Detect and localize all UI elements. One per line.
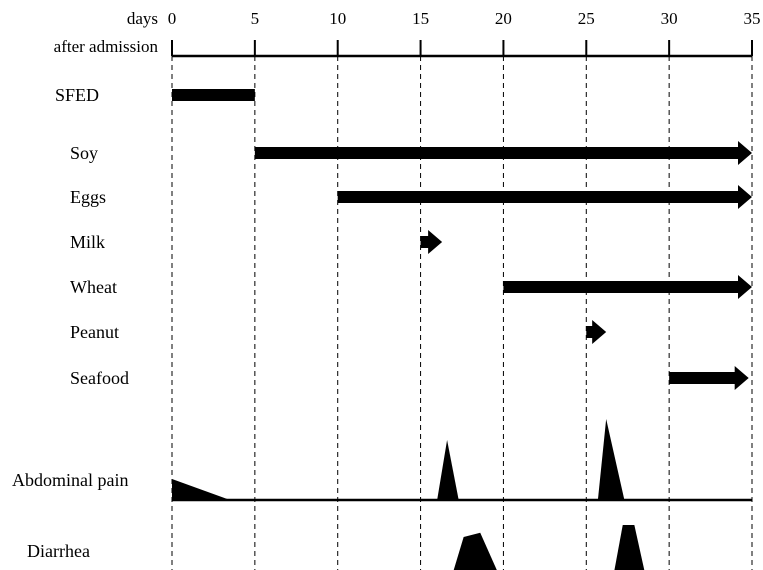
- axis-tick-label-5: 25: [578, 9, 595, 28]
- arrow-wheat: [503, 275, 752, 299]
- arrow-seafood: [669, 366, 749, 390]
- axis-title-line1: days: [127, 9, 158, 28]
- row-label-milk: Milk: [70, 232, 105, 252]
- abdominal-pain-wedge-0: [172, 479, 230, 500]
- arrow-eggs: [337, 185, 752, 209]
- row-label-peanut: Peanut: [70, 322, 119, 342]
- axis-tick-label-1: 5: [251, 9, 260, 28]
- axis-tick-label-2: 10: [329, 9, 346, 28]
- arrow-milk: [420, 230, 443, 254]
- day-axis: days after admission 0 5 10 15 20 25 30 35: [54, 9, 761, 58]
- abdominal-pain-peak-2: [597, 419, 625, 500]
- bar-sfed: [172, 89, 255, 101]
- intervention-bars: SFED Soy Eggs Milk Wheat Peanut Seafood: [55, 85, 752, 390]
- symptom-label-abdominal-pain: Abdominal pain: [12, 470, 128, 490]
- axis-tick-label-4: 20: [495, 9, 512, 28]
- abdominal-pain-peak-1: [437, 440, 459, 500]
- axis-tick-label-3: 15: [412, 9, 429, 28]
- symptom-label-diarrhea: Diarrhea: [27, 541, 90, 561]
- axis-tick-label-6: 30: [661, 9, 678, 28]
- axis-tick-label-0: 0: [168, 9, 177, 28]
- row-label-sfed: SFED: [55, 85, 99, 105]
- arrow-soy: [254, 141, 752, 165]
- row-label-wheat: Wheat: [70, 277, 117, 297]
- symptom-tracks: Abdominal pain Diarrhea: [12, 419, 752, 570]
- axis-title-line2: after admission: [54, 37, 159, 56]
- grid-lines: [171, 56, 753, 570]
- diarrhea-bump-0: [453, 532, 497, 570]
- arrow-peanut: [586, 320, 607, 344]
- axis-tick-label-7: 35: [744, 9, 761, 28]
- row-label-eggs: Eggs: [70, 187, 106, 207]
- row-label-seafood: Seafood: [70, 368, 129, 388]
- row-label-soy: Soy: [70, 143, 98, 163]
- diarrhea-bump-1: [614, 525, 645, 570]
